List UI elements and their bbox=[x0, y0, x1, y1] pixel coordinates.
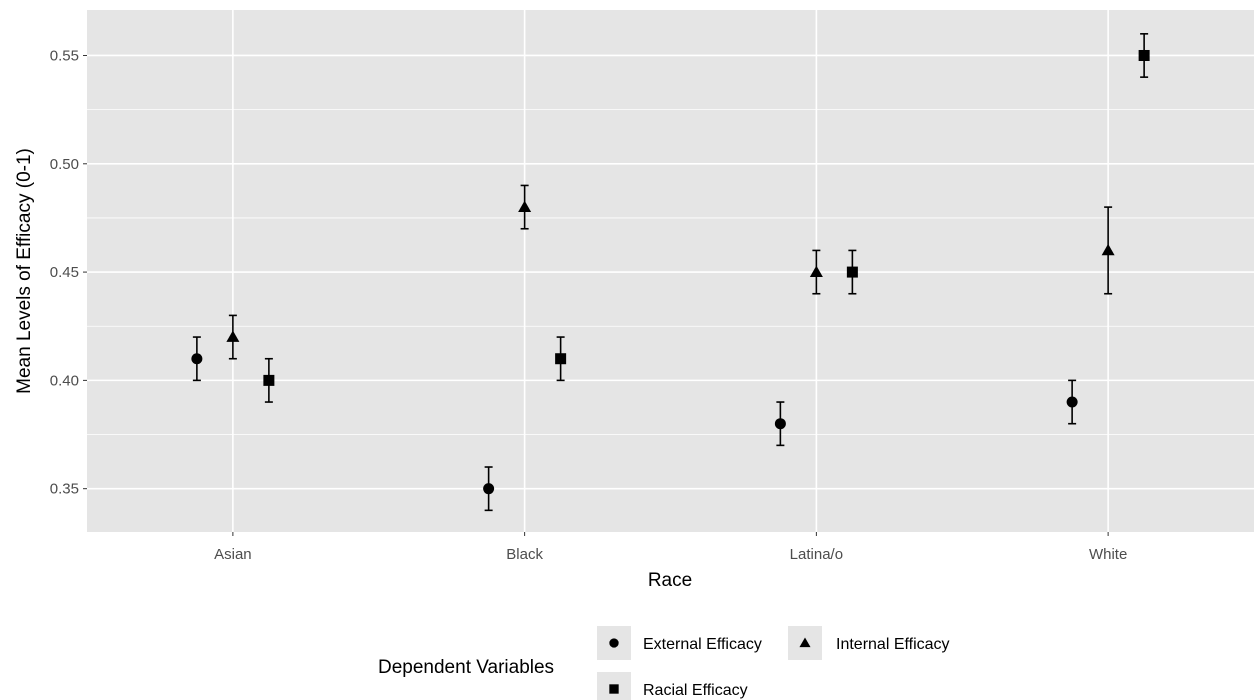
y-axis-ticks: 0.35 0.40 0.45 0.50 0.55 bbox=[50, 47, 87, 498]
x-axis-ticks: Asian Black Latina/o White bbox=[214, 532, 1127, 563]
legend-title: Dependent Variables bbox=[378, 657, 554, 678]
racial-efficacy-point bbox=[846, 266, 858, 278]
x-tick-label: Latina/o bbox=[790, 546, 843, 563]
external-efficacy-point bbox=[191, 353, 203, 365]
y-tick-label: 0.35 bbox=[50, 481, 79, 498]
internal-efficacy-point bbox=[809, 265, 823, 277]
racial-efficacy-point bbox=[263, 374, 275, 386]
internal-efficacy-point bbox=[518, 200, 532, 212]
y-tick-label: 0.45 bbox=[50, 264, 79, 281]
legend-key-external-efficacy bbox=[609, 638, 619, 648]
racial-efficacy-point bbox=[555, 353, 567, 365]
plot-panel bbox=[87, 10, 1254, 532]
racial-efficacy-point bbox=[1138, 49, 1150, 61]
legend: Dependent Variables External Efficacy Int… bbox=[378, 626, 950, 700]
y-tick-label: 0.40 bbox=[50, 372, 79, 389]
x-axis-title: Race bbox=[648, 570, 692, 591]
external-efficacy-point bbox=[1066, 396, 1078, 408]
data-marks bbox=[191, 33, 1150, 512]
legend-items: External Efficacy Internal Efficacy Racial… bbox=[597, 626, 950, 700]
legend-label-internal-efficacy: Internal Efficacy bbox=[836, 636, 950, 653]
internal-efficacy-point bbox=[1101, 243, 1115, 256]
internal-efficacy-point bbox=[226, 330, 240, 342]
y-axis-title: Mean Levels of Efficacy (0-1) bbox=[14, 148, 35, 394]
legend-label-external-efficacy: External Efficacy bbox=[643, 636, 762, 653]
y-tick-label: 0.55 bbox=[50, 47, 79, 64]
x-tick-label: White bbox=[1089, 546, 1127, 563]
x-tick-label: Black bbox=[506, 546, 543, 563]
x-tick-label: Asian bbox=[214, 546, 252, 563]
external-efficacy-point bbox=[774, 418, 786, 430]
legend-key-internal-efficacy bbox=[799, 637, 811, 648]
legend-key-racial-efficacy bbox=[609, 684, 619, 694]
y-tick-label: 0.50 bbox=[50, 156, 79, 173]
external-efficacy-point bbox=[483, 483, 495, 495]
legend-label-racial-efficacy: Racial Efficacy bbox=[643, 682, 748, 699]
